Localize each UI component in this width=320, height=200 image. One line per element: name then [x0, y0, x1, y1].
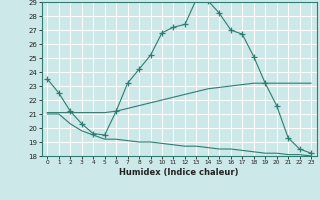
X-axis label: Humidex (Indice chaleur): Humidex (Indice chaleur) [119, 168, 239, 177]
